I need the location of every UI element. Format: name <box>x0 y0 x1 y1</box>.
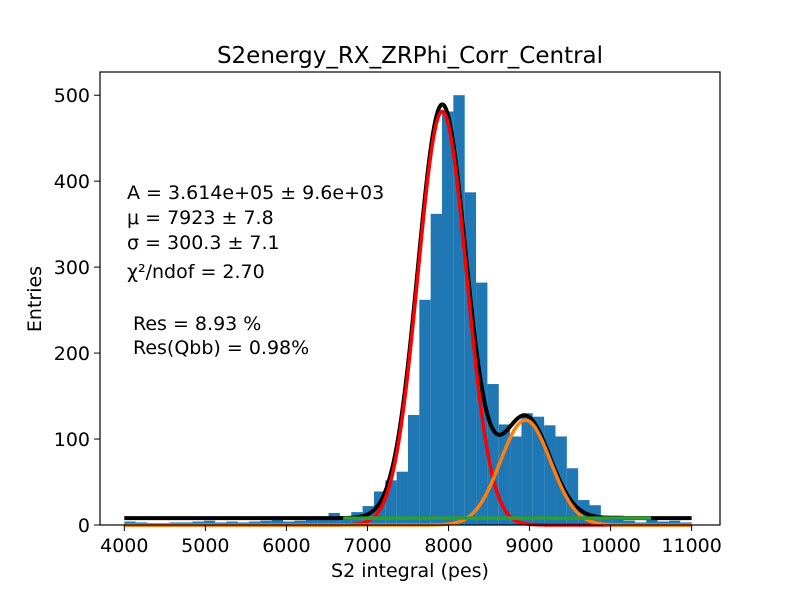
histogram-bar-42 <box>600 515 613 525</box>
x-tick-label-11000: 11000 <box>661 535 721 557</box>
histogram-bar-37 <box>544 425 556 525</box>
annotation-amplitude: A = 3.614e+05 ± 9.6e+03 <box>127 182 384 204</box>
x-tick-label-5000: 5000 <box>181 535 229 557</box>
histogram-bar-7 <box>203 520 216 525</box>
histogram-bar-26 <box>419 299 431 525</box>
x-tick-label-7000: 7000 <box>343 535 391 557</box>
x-tick-label-4000: 4000 <box>100 535 148 557</box>
plot-frame <box>99 71 721 526</box>
histogram-bar-44 <box>623 520 635 525</box>
histogram-bar-30 <box>464 192 477 525</box>
annotation-chi2: χ²/ndof = 2.70 <box>127 261 265 283</box>
annotation-mean: μ = 7923 ± 7.8 <box>127 207 274 229</box>
chart-title: S2energy_RX_ZRPhi_Corr_Central <box>217 43 603 69</box>
histogram-bar-35 <box>521 413 533 525</box>
y-axis-ticks: 0 100 200 300 400 500 <box>54 85 100 537</box>
histogram-bar-46 <box>646 519 658 525</box>
histogram-bar-32 <box>487 384 499 525</box>
x-axis-label: S2 integral (pes) <box>331 560 489 582</box>
x-tick-label-6000: 6000 <box>262 535 310 557</box>
annotation-resolution-qbb: Res(Qbb) = 0.98% <box>133 337 309 359</box>
x-tick-label-8000: 8000 <box>424 535 472 557</box>
histogram-bar-33 <box>498 424 511 525</box>
x-axis-ticks: 4000 5000 6000 7000 8000 9000 10000 11000 <box>100 525 722 557</box>
fit-curve-0 <box>123 102 693 521</box>
y-tick-label-100: 100 <box>54 429 90 451</box>
histogram-bar-39 <box>566 468 579 525</box>
histogram-bar-23 <box>385 480 397 525</box>
x-tick-label-9000: 9000 <box>505 535 553 557</box>
y-tick-label-400: 400 <box>54 171 90 193</box>
y-tick-label-0: 0 <box>78 515 90 537</box>
histogram-bar-13 <box>271 519 284 525</box>
histogram-bar-48 <box>668 520 681 525</box>
histogram-bar-12 <box>260 520 272 525</box>
annotation-resolution: Res = 8.93 % <box>133 313 261 335</box>
histogram-bar-16 <box>305 519 318 525</box>
histogram-bar-17 <box>317 518 329 525</box>
histogram-bar-27 <box>430 213 443 525</box>
histogram-bar-36 <box>532 416 545 525</box>
fit-annotations: A = 3.614e+05 ± 9.6e+03 μ = 7923 ± 7.8 σ… <box>127 182 384 359</box>
histogram-bar-24 <box>396 471 408 525</box>
x-tick-label-10000: 10000 <box>580 535 640 557</box>
y-tick-label-200: 200 <box>54 343 90 365</box>
histogram-bar-29 <box>453 95 465 525</box>
y-tick-label-300: 300 <box>54 257 90 279</box>
histogram-bar-25 <box>407 414 420 525</box>
annotation-sigma: σ = 300.3 ± 7.1 <box>127 232 280 254</box>
y-tick-label-500: 500 <box>54 85 90 107</box>
histogram-bar-19 <box>339 517 352 525</box>
histogram-bar-28 <box>442 111 454 525</box>
histogram-bar-34 <box>510 436 522 525</box>
histogram-bar-43 <box>612 515 624 525</box>
histogram-bar-15 <box>294 520 306 525</box>
histogram-bars <box>124 95 692 525</box>
y-axis-label: Entries <box>24 266 46 332</box>
